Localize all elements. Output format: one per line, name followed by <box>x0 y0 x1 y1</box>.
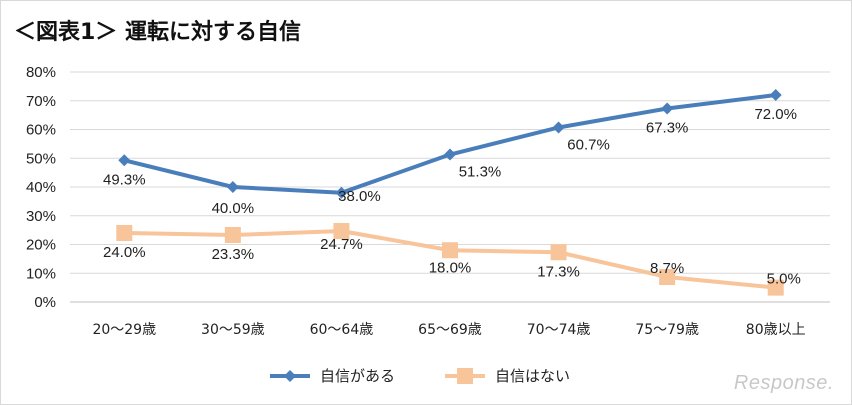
data-label: 24.0% <box>103 244 146 261</box>
data-label: 51.3% <box>459 164 502 181</box>
series-2: 24.0% 23.3% 24.7% 18.0% 17.3% 8.7% 5.0% <box>103 222 801 296</box>
x-category-label: 75～79歳 <box>635 322 699 338</box>
series-group: 49.3% 40.0% 38.0% 51.3% 60.7% 67.3% 72.0% 24.0%… <box>103 89 801 296</box>
data-label: 60.7% <box>567 136 610 153</box>
y-axis-ticks: 0% 10% 20% 30% 40% 50% 60% 70% 80% <box>26 64 56 311</box>
data-label: 23.3% <box>212 246 255 263</box>
data-label: 72.0% <box>754 106 797 123</box>
data-label: 8.7% <box>650 260 684 277</box>
response-watermark: Response. <box>733 372 834 394</box>
legend-item: 自信はない <box>445 367 570 385</box>
data-point-marker <box>116 225 133 241</box>
x-category-label: 65～69歳 <box>418 322 482 338</box>
x-category-label: 20～29歳 <box>92 322 156 338</box>
data-label: 38.0% <box>338 188 381 205</box>
data-point-marker <box>442 242 458 259</box>
x-category-label: 70～74歳 <box>527 322 591 338</box>
data-point-marker <box>661 102 674 115</box>
data-point-marker <box>444 148 456 161</box>
y-tick-label: 60% <box>26 122 56 139</box>
legend: 自信がある 自信はない <box>270 367 570 385</box>
legend-marker <box>457 368 473 384</box>
y-tick-label: 10% <box>26 265 56 282</box>
data-point-marker <box>226 181 239 193</box>
data-point-marker <box>769 89 782 101</box>
data-label: 17.3% <box>537 263 580 280</box>
chart-title: ＜図表1＞ 運転に対する自信 <box>14 20 301 45</box>
y-tick-label: 40% <box>26 179 56 196</box>
data-point-marker <box>550 244 567 261</box>
legend-label: 自信はない <box>495 367 570 385</box>
data-point-marker <box>659 268 676 285</box>
y-tick-label: 20% <box>26 237 56 254</box>
data-point-marker <box>118 154 131 167</box>
legend-label: 自信がある <box>320 367 395 385</box>
data-label: 18.0% <box>429 259 472 276</box>
x-category-label: 30～59歳 <box>201 322 265 338</box>
y-tick-label: 30% <box>26 208 56 225</box>
y-tick-label: 70% <box>26 93 56 110</box>
data-point-marker <box>224 227 241 244</box>
y-tick-label: 80% <box>26 64 56 81</box>
x-category-label: 80歳以上 <box>746 322 806 338</box>
legend-item: 自信がある <box>270 367 395 385</box>
data-point-marker <box>333 222 350 239</box>
series-line <box>123 93 776 195</box>
data-point-marker <box>335 186 348 199</box>
data-label: 67.3% <box>646 120 689 137</box>
y-tick-label: 0% <box>34 294 56 311</box>
data-label: 49.3% <box>103 171 146 188</box>
x-category-label: 60～64歳 <box>310 322 374 338</box>
data-point-marker <box>767 279 784 296</box>
data-point-marker <box>552 121 565 134</box>
data-label: 5.0% <box>767 271 801 288</box>
y-tick-label: 50% <box>26 150 56 167</box>
data-label: 24.7% <box>320 236 363 253</box>
x-axis-categories: 20～29歳 30～59歳 60～64歳 65～69歳 70～74歳 75～79歳 80歳以… <box>92 322 805 338</box>
legend-marker <box>284 370 296 382</box>
data-label: 40.0% <box>212 200 255 217</box>
series-1: 49.3% 40.0% 38.0% 51.3% 60.7% 67.3% 72.0% <box>103 89 797 217</box>
